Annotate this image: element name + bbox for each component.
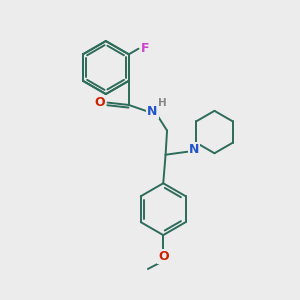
Text: N: N (147, 105, 158, 118)
Text: H: H (158, 98, 167, 108)
Text: F: F (141, 42, 149, 55)
Text: O: O (94, 95, 105, 109)
Text: O: O (158, 250, 169, 263)
Text: N: N (189, 142, 199, 156)
